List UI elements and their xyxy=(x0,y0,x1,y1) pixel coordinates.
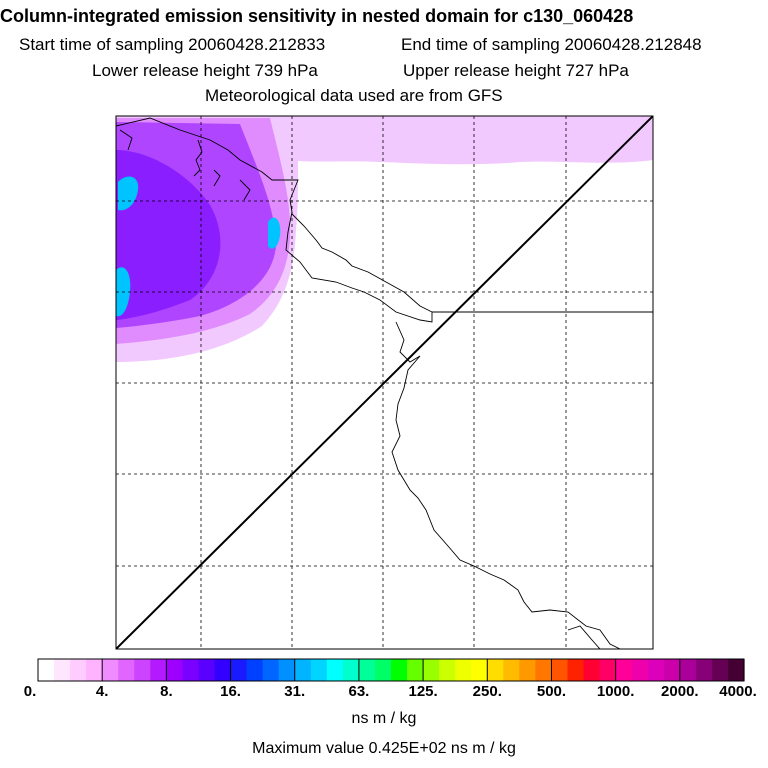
colorbar-cell xyxy=(599,659,617,681)
colorbar-tick-label: 2000. xyxy=(661,683,699,700)
colorbar-tick-label: 4. xyxy=(95,683,109,700)
colorbar-cell xyxy=(455,659,472,681)
colorbar-tick-label: 8. xyxy=(160,683,173,700)
colorbar-cell xyxy=(471,659,488,681)
colorbar-cell xyxy=(551,659,569,681)
colorbar-cell xyxy=(150,659,167,681)
colorbar-tick-label: 0. xyxy=(23,683,37,700)
colorbar-tick-label: 16. xyxy=(220,683,241,700)
met-data-label: Meteorological data used are from GFS xyxy=(205,86,503,105)
colorbar-tick-label: 250. xyxy=(472,683,502,700)
plot-title: Column-integrated emission sensitivity i… xyxy=(0,6,634,26)
colorbar-cell xyxy=(182,659,200,681)
map-frame xyxy=(115,115,654,650)
colorbar-cell xyxy=(663,659,681,681)
colorbar-cell xyxy=(342,659,360,681)
colorbar-units: ns m / kg xyxy=(351,710,417,727)
colorbar-cell xyxy=(86,659,103,681)
colorbar-cell xyxy=(423,659,440,681)
colorbar-cell xyxy=(487,659,504,681)
maximum-value-label: Maximum value 0.425E+02 ns m / kg xyxy=(252,740,516,757)
colorbar-cell xyxy=(407,659,424,681)
colorbar-cell xyxy=(727,659,745,681)
colorbar-cell xyxy=(198,659,216,681)
colorbar-cell xyxy=(567,659,585,681)
colorbar-cell xyxy=(230,659,248,681)
colorbar-cell xyxy=(166,659,184,681)
colorbar-cell xyxy=(326,659,344,681)
colorbar-cell xyxy=(503,659,520,681)
colorbar-frame xyxy=(37,658,745,682)
colorbar-cell xyxy=(519,659,537,681)
colorbar-cell xyxy=(310,659,328,681)
lat-lon-grid xyxy=(116,116,653,649)
colorbar-cell xyxy=(262,659,280,681)
colorbar-cell xyxy=(214,659,232,681)
sensitivity-field-peak-1 xyxy=(118,176,139,211)
colorbar-tick-label: 125. xyxy=(408,683,438,700)
colorbar-cell xyxy=(615,659,633,681)
colorbar-cell xyxy=(70,659,87,681)
upper-release-height-label: Upper release height 727 hPa xyxy=(403,61,629,80)
colorbar-cell xyxy=(134,659,151,681)
coastline xyxy=(116,117,653,649)
transect-line xyxy=(116,116,653,649)
colorbar-cell xyxy=(647,659,665,681)
colorbar-cell xyxy=(102,659,119,681)
colorbar-cell xyxy=(294,659,312,681)
colorbar-tick-label: 31. xyxy=(284,683,306,700)
colorbar-cell xyxy=(358,659,376,681)
colorbar-tick-label: 1000. xyxy=(596,683,635,700)
sensitivity-field-deep xyxy=(116,150,221,320)
colorbar-cell xyxy=(278,659,296,681)
end-time-label: End time of sampling 20060428.212848 xyxy=(401,35,702,54)
colorbar-cell xyxy=(679,659,697,681)
colorbar-cell xyxy=(695,659,713,681)
colorbar-tick-label: 500. xyxy=(536,683,567,700)
sensitivity-field-peak-3 xyxy=(268,217,281,249)
lower-release-height-label: Lower release height 739 hPa xyxy=(92,61,318,80)
start-time-label: Start time of sampling 20060428.212833 xyxy=(19,35,326,54)
colorbar-cell xyxy=(38,659,55,681)
colorbar-tick-label: 4000. xyxy=(719,683,757,700)
colorbar-cell xyxy=(118,659,135,681)
colorbar-cell xyxy=(391,659,408,681)
colorbar-cell xyxy=(439,659,456,681)
colorbar-cell xyxy=(711,659,729,681)
colorbar-cell xyxy=(583,659,601,681)
colorbar-cell xyxy=(535,659,553,681)
colorbar-cell xyxy=(246,659,264,681)
colorbar-cell xyxy=(54,659,71,681)
colorbar-cell xyxy=(374,659,392,681)
colorbar-tick-label: 63. xyxy=(348,683,370,700)
colorbar-cell xyxy=(631,659,649,681)
